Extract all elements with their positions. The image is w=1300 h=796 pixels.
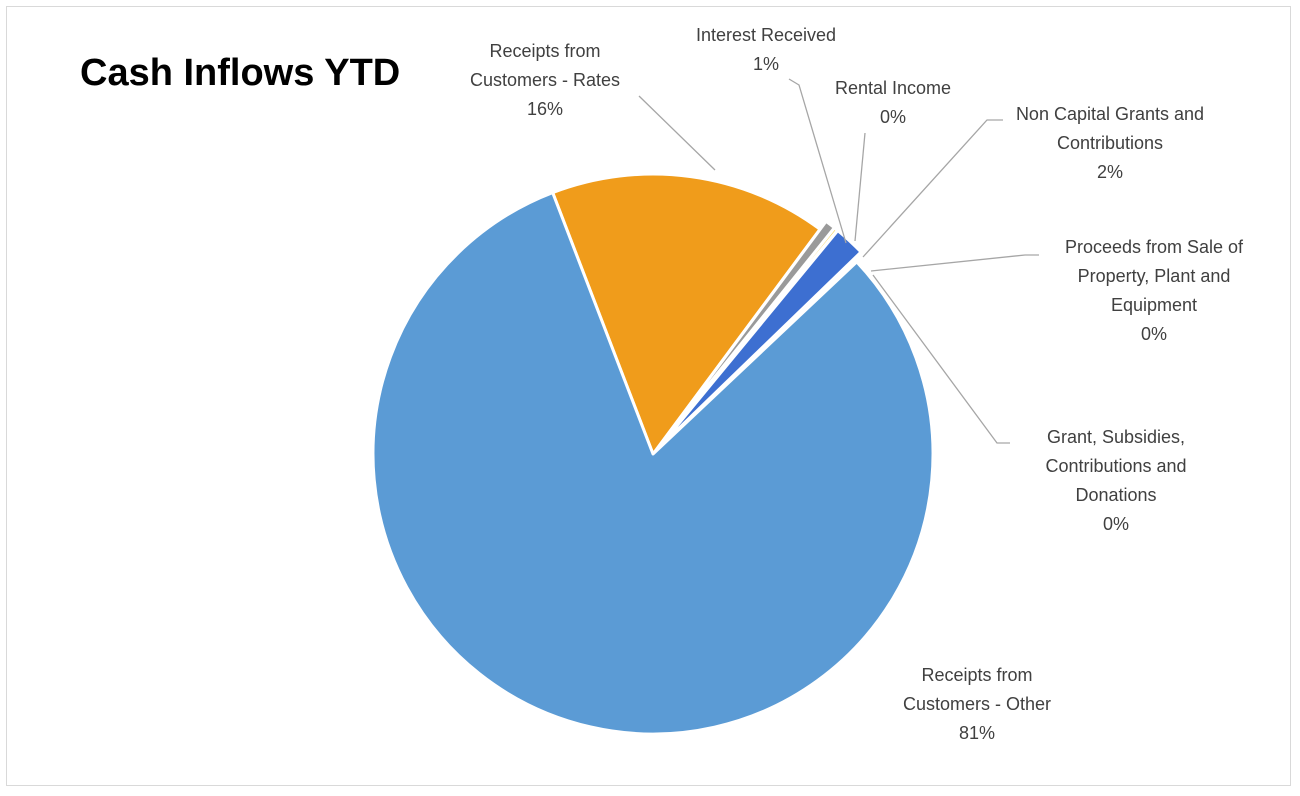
slice-label-line: 0%: [880, 107, 906, 127]
leader-line-2: [854, 132, 866, 242]
leader-line-1: [788, 78, 847, 244]
leader-lines: [638, 78, 1039, 444]
slice-label-5: Grant, Subsidies, Contributions and Donati…: [1045, 427, 1186, 534]
slice-label-line: Customers - Other: [903, 694, 1051, 714]
pie-chart: Cash Inflows YTD Receipts from Customers …: [80, 25, 1244, 743]
slice-label-line: Donations: [1075, 485, 1156, 505]
slice-label-3: Non Capital Grants and Contributions 2%: [1016, 104, 1204, 182]
slice-label-line: Receipts from: [489, 41, 600, 61]
slice-label-line: 0%: [1103, 514, 1129, 534]
slice-label-line: 1%: [753, 54, 779, 74]
slice-label-line: 81%: [959, 723, 995, 743]
slice-label-line: Grant, Subsidies,: [1047, 427, 1185, 447]
slice-labels: Receipts from Customers - Rates 16% Interes…: [470, 25, 1244, 743]
slice-label-line: Contributions and: [1045, 456, 1186, 476]
leader-line-5: [872, 274, 1010, 444]
leader-line-3: [862, 119, 1003, 258]
chart-frame: Cash Inflows YTD Receipts from Customers …: [6, 6, 1291, 786]
slice-label-line: Non Capital Grants and: [1016, 104, 1204, 124]
pie-slice-0: [551, 172, 822, 456]
slice-label-line: Equipment: [1111, 295, 1197, 315]
slice-label-line: 2%: [1097, 162, 1123, 182]
slice-label-2: Rental Income 0%: [835, 78, 951, 127]
slice-label-4: Proceeds from Sale of Property, Plant and…: [1065, 237, 1244, 344]
pie-slice-6: [371, 191, 935, 736]
leader-line-0: [638, 95, 716, 171]
slice-label-1: Interest Received 1%: [696, 25, 836, 74]
slice-label-line: Customers - Rates: [470, 70, 620, 90]
slice-label-line: Contributions: [1057, 133, 1163, 153]
slice-label-line: Proceeds from Sale of: [1065, 237, 1244, 257]
slice-label-line: Receipts from: [921, 665, 1032, 685]
slice-label-0: Receipts from Customers - Rates 16%: [470, 41, 620, 119]
leader-line-4: [870, 254, 1039, 272]
pie-slices: [371, 172, 935, 736]
slice-label-line: 0%: [1141, 324, 1167, 344]
chart-title: Cash Inflows YTD: [80, 52, 400, 94]
slice-label-line: Rental Income: [835, 78, 951, 98]
slice-label-line: Interest Received: [696, 25, 836, 45]
slice-label-line: Property, Plant and: [1078, 266, 1231, 286]
slice-label-6: Receipts from Customers - Other 81%: [903, 665, 1051, 743]
slice-label-line: 16%: [527, 99, 563, 119]
